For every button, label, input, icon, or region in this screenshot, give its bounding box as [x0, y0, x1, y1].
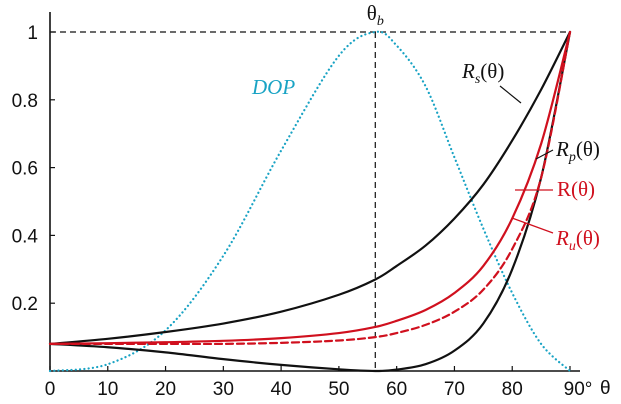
x-tick-label: 0	[45, 379, 56, 400]
x-tick-label: 50	[328, 379, 349, 400]
axes	[49, 12, 580, 372]
y-tick-label: 1	[27, 23, 38, 44]
ru-suffix: (θ)	[576, 226, 600, 250]
y-tick-label: 0.2	[12, 294, 38, 315]
series-line-rp	[48, 30, 572, 373]
series-line-rs	[48, 30, 572, 345]
ru-main: R	[555, 226, 569, 250]
guide-lines	[50, 31, 570, 371]
rp-sub: p	[568, 150, 576, 165]
ru-label: Ru(θ)	[555, 226, 600, 254]
series-line-ru	[48, 30, 572, 346]
series-group	[48, 30, 572, 373]
x-tick-label: 60	[386, 379, 407, 400]
x-tick-label: 80	[502, 379, 523, 400]
rs-leader-line	[499, 85, 522, 104]
y-ticks: 0.2 0.4 0.6 0.8 1	[12, 23, 55, 315]
y-tick-label: 0.8	[12, 91, 38, 112]
rs-main: R	[461, 59, 475, 83]
ru-leader-line	[511, 217, 554, 234]
series-line-dop	[48, 30, 572, 373]
x-tick-label: 70	[444, 379, 465, 400]
theta-b-sub: b	[377, 14, 384, 29]
x-tick-label: 40	[271, 379, 292, 400]
x-ticks: 0 10 20 30 40 50 60 70 80 90°	[45, 366, 593, 400]
x-tick-label: 90°	[564, 379, 593, 400]
rp-main: R	[555, 137, 569, 161]
rs-sub: s	[475, 72, 481, 87]
x-axis-label: θ	[600, 378, 611, 399]
rp-suffix: (θ)	[576, 137, 600, 161]
x-tick-label: 30	[213, 379, 234, 400]
rs-label: Rs(θ)	[461, 59, 504, 87]
theta-b-main: θ	[367, 1, 377, 25]
annotations: θb DOP Rs(θ) Rp(θ) R(θ) Ru(θ) θ	[251, 1, 611, 399]
rs-suffix: (θ)	[480, 59, 504, 83]
dop-label: DOP	[251, 75, 295, 99]
x-tick-label: 10	[97, 379, 118, 400]
r-label: R(θ)	[557, 177, 595, 201]
theta-b-label: θb	[367, 1, 384, 29]
series-line-r	[48, 30, 572, 345]
x-tick-label: 20	[155, 379, 176, 400]
ru-sub: u	[569, 239, 576, 254]
y-tick-label: 0.4	[12, 226, 39, 247]
rp-label: Rp(θ)	[555, 137, 600, 165]
y-tick-label: 0.6	[12, 159, 38, 180]
rp-leader-line	[535, 149, 554, 160]
